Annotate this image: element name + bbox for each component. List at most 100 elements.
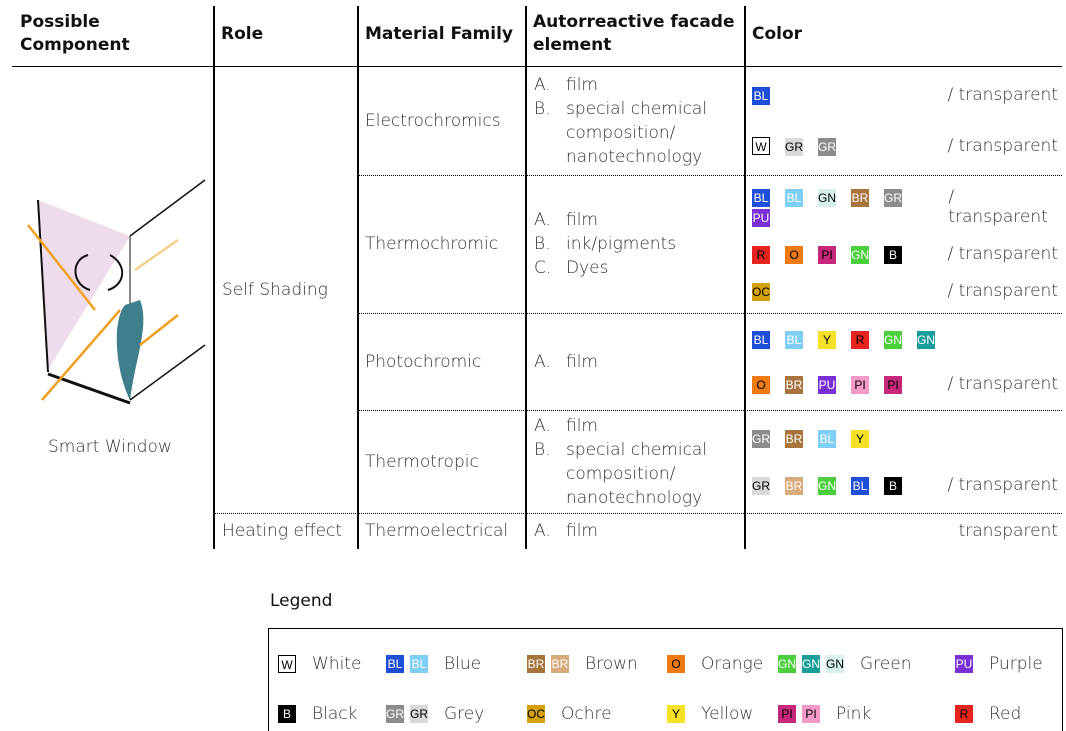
element-text: film <box>566 415 598 436</box>
chips: BL BL GN BR GR PU <box>752 187 948 228</box>
chips: BL BL Y R GN GN <box>752 329 950 350</box>
legend-item: GR GR Grey <box>386 704 484 724</box>
element-marker: A. <box>534 351 551 372</box>
chips: GR GR <box>386 705 434 723</box>
element-text: special chemical composition/ nanotechno… <box>566 439 708 508</box>
element-item: A. film <box>534 350 739 374</box>
color-chip: BR <box>785 429 803 448</box>
legend-item: PU Purple <box>955 654 1043 674</box>
element-text: film <box>566 210 598 230</box>
element-text: film <box>566 74 598 95</box>
color-cell: BL BL Y R GN GN O BR PU PI PI / transparent <box>752 317 1058 406</box>
color-chip: GN <box>826 655 844 673</box>
chips: BL BL <box>386 655 434 673</box>
legend-label: Red <box>989 704 1022 724</box>
color-line: GR BR GN BL B / transparent <box>752 475 1058 496</box>
color-chip: GN <box>917 331 935 350</box>
legend-label: Yellow <box>701 704 754 724</box>
legend-label: White <box>312 654 362 674</box>
legend-item: PI PI Pink <box>778 704 871 724</box>
color-chip: BL <box>752 331 770 350</box>
line <box>357 313 1062 314</box>
color-cell: BL / transparent W GR GR / transparent <box>752 70 1058 171</box>
color-suffix: / transparent <box>947 373 1058 394</box>
color-chip: GR <box>752 477 770 496</box>
color-chip: GR <box>386 705 404 723</box>
color-chip: BL <box>386 655 404 673</box>
element-marker: C. <box>534 258 552 278</box>
element-list: A. film B. special chemical composition/ na… <box>534 66 739 175</box>
color-chip: GN <box>818 189 836 208</box>
legend-label: Black <box>312 704 358 724</box>
color-chip: PI <box>778 705 796 723</box>
material: Thermoelectrical <box>365 520 509 541</box>
material: Thermotropic <box>365 451 479 472</box>
legend-label: Orange <box>701 654 764 674</box>
legend-label: Brown <box>585 654 638 674</box>
legend-item: Y Yellow <box>667 704 753 724</box>
color-chip: BR <box>851 189 869 208</box>
chips: B <box>278 705 302 723</box>
color-chip: Y <box>851 429 869 448</box>
color-chip: BL <box>752 87 770 106</box>
color-chip: O <box>667 655 685 673</box>
legend-label: Blue <box>444 654 482 674</box>
element-list: A. film <box>534 513 739 548</box>
column-header: Possible Component <box>20 12 130 55</box>
color-chip: PI <box>802 705 820 723</box>
color-line: W GR GR / transparent <box>752 136 1058 156</box>
color-chip: BL <box>410 655 428 673</box>
color-chip: OC <box>752 282 770 301</box>
element-marker: A. <box>534 210 551 230</box>
line <box>357 6 359 549</box>
element-text: Dyes <box>566 258 609 278</box>
color-chip: GN <box>884 331 902 350</box>
element-list: A. film B. special chemical composition/ na… <box>534 410 739 513</box>
color-chip: PU <box>752 209 770 228</box>
element-item: C. Dyes <box>534 256 739 280</box>
color-chip: R <box>851 331 869 350</box>
color-cell: BL BL GN BR GR PU / transparent R O PI GN B / transp… <box>752 179 1058 309</box>
color-chip: GN <box>818 477 836 496</box>
component-label: Smart Window <box>48 437 172 457</box>
legend-title: Legend <box>270 591 333 611</box>
material: Thermochromic <box>365 234 499 254</box>
legend-item: R Red <box>955 704 1021 724</box>
element-item: A. film <box>534 519 739 543</box>
chips: PU <box>955 655 979 673</box>
line <box>357 175 1062 176</box>
role: Heating effect <box>222 520 343 541</box>
chips: OC <box>752 281 785 301</box>
chips: W GR GR <box>752 136 851 156</box>
column-header: Color <box>752 23 803 44</box>
element-marker: A. <box>534 415 551 436</box>
color-chip: BR <box>785 477 803 496</box>
color-suffix: / transparent <box>947 475 1058 496</box>
element-marker: B. <box>534 439 551 460</box>
element-list: A. film <box>534 313 739 410</box>
color-line: R O PI GN B / transparent <box>752 244 1058 264</box>
chips: PI PI <box>778 705 826 723</box>
column-header: Role <box>221 23 264 44</box>
color-chip: GR <box>410 705 428 723</box>
color-suffix: transparent <box>958 520 1058 541</box>
color-cell: GR BR BL Y GR BR GN BL B / transparent <box>752 414 1058 509</box>
smart-window-illustration <box>27 179 206 405</box>
legend-item: O Orange <box>667 654 763 674</box>
color-chip: O <box>752 375 770 394</box>
legend-item: BL BL Blue <box>386 654 481 674</box>
element-list: A. film B. ink/pigments C. Dyes <box>534 175 739 313</box>
chips: BL <box>752 85 785 106</box>
legend-label: Ochre <box>561 704 612 724</box>
element-text: ink/pigments <box>566 234 677 254</box>
chips: R O PI GN B <box>752 244 917 264</box>
color-chip: R <box>955 705 973 723</box>
color-chip: PI <box>818 245 836 264</box>
element-item: A. film <box>534 208 739 232</box>
line <box>744 6 746 549</box>
element-marker: B. <box>534 234 551 254</box>
element-item: B. special chemical composition/ nanotech… <box>534 97 739 169</box>
element-text: special chemical composition/ nanotechno… <box>566 98 708 167</box>
color-suffix: / transparent <box>948 187 1048 228</box>
legend-item: B Black <box>278 704 357 724</box>
